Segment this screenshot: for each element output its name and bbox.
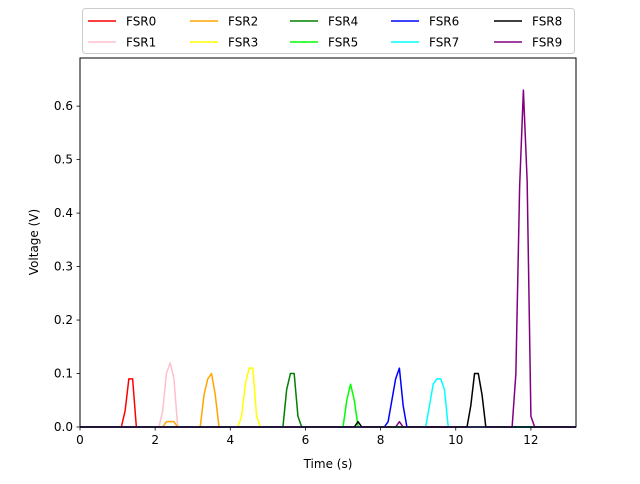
y-tick-label: 0.0 <box>54 420 73 434</box>
x-axis-label: Time (s) <box>303 457 353 471</box>
x-tick-label: 0 <box>76 433 84 447</box>
legend-label-fsr5: FSR5 <box>328 36 358 50</box>
x-tick-label: 12 <box>523 433 538 447</box>
legend-label-fsr9: FSR9 <box>532 36 562 50</box>
legend-label-fsr4: FSR4 <box>328 15 358 29</box>
y-tick-label: 0.1 <box>54 367 73 381</box>
legend-label-fsr8: FSR8 <box>532 15 562 29</box>
legend-label-fsr1: FSR1 <box>126 36 156 50</box>
series-line-fsr6 <box>80 367 576 428</box>
series-layer <box>80 89 576 428</box>
x-tick-label: 4 <box>226 433 234 447</box>
y-axis-label: Voltage (V) <box>27 209 41 275</box>
y-tick-label: 0.3 <box>54 260 73 274</box>
legend: FSR0 FSR1 FSR2 FSR3 FSR4 FSR5 FSR6 FSR7 FSR8 FSR9 <box>82 8 575 54</box>
legend-label-fsr3: FSR3 <box>228 36 258 50</box>
series-line-fsr3 <box>80 367 576 428</box>
series-line-fsr8 <box>80 372 576 428</box>
y-tick-label: 0.2 <box>54 313 73 327</box>
legend-label-fsr0: FSR0 <box>126 15 156 29</box>
legend-label-fsr7: FSR7 <box>429 36 459 50</box>
x-axis-ticks: 0 2 4 6 8 10 12 <box>76 427 539 447</box>
y-tick-label: 0.4 <box>54 206 73 220</box>
legend-label-fsr2: FSR2 <box>228 15 258 29</box>
series-line-fsr1 <box>80 362 576 428</box>
series-line-fsr4 <box>80 372 576 428</box>
legend-label-fsr6: FSR6 <box>429 15 459 29</box>
y-axis-ticks: 0.0 0.1 0.2 0.3 0.4 0.5 0.6 <box>54 99 80 434</box>
x-tick-label: 2 <box>151 433 159 447</box>
series-line-fsr7 <box>80 378 576 428</box>
series-line-fsr9 <box>80 89 576 428</box>
x-tick-label: 8 <box>377 433 385 447</box>
y-tick-label: 0.5 <box>54 153 73 167</box>
x-tick-label: 10 <box>448 433 463 447</box>
y-tick-label: 0.6 <box>54 99 73 113</box>
x-tick-label: 6 <box>302 433 310 447</box>
plot-frame <box>79 57 577 428</box>
